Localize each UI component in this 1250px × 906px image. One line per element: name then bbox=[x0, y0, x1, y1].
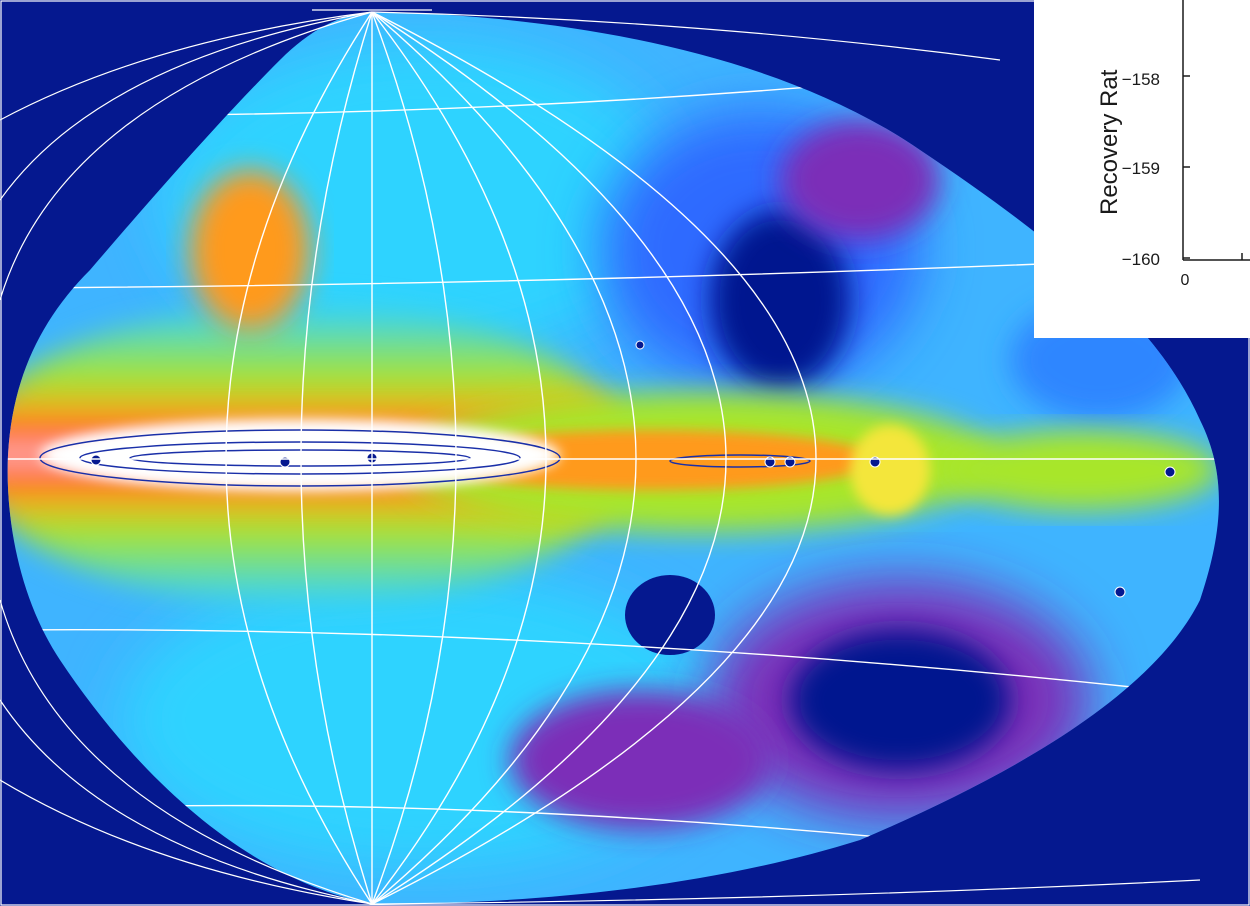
galactic-plane-contours bbox=[39, 429, 811, 487]
inset-y-tick-label: −160 bbox=[1122, 250, 1160, 269]
inset-y-tick-label: −158 bbox=[1122, 70, 1160, 89]
coordinate-grid bbox=[7, 12, 1219, 904]
inset-plot: Recovery Rat −158 −159 −160 0 bbox=[1096, 0, 1250, 289]
inset-y-axis-label: Recovery Rat bbox=[1096, 69, 1123, 215]
inset-y-tick-label: −159 bbox=[1122, 159, 1160, 178]
inset-x-tick-label: 0 bbox=[1181, 272, 1190, 289]
inset-plot-panel: Recovery Rat −158 −159 −160 0 bbox=[1034, 0, 1250, 338]
